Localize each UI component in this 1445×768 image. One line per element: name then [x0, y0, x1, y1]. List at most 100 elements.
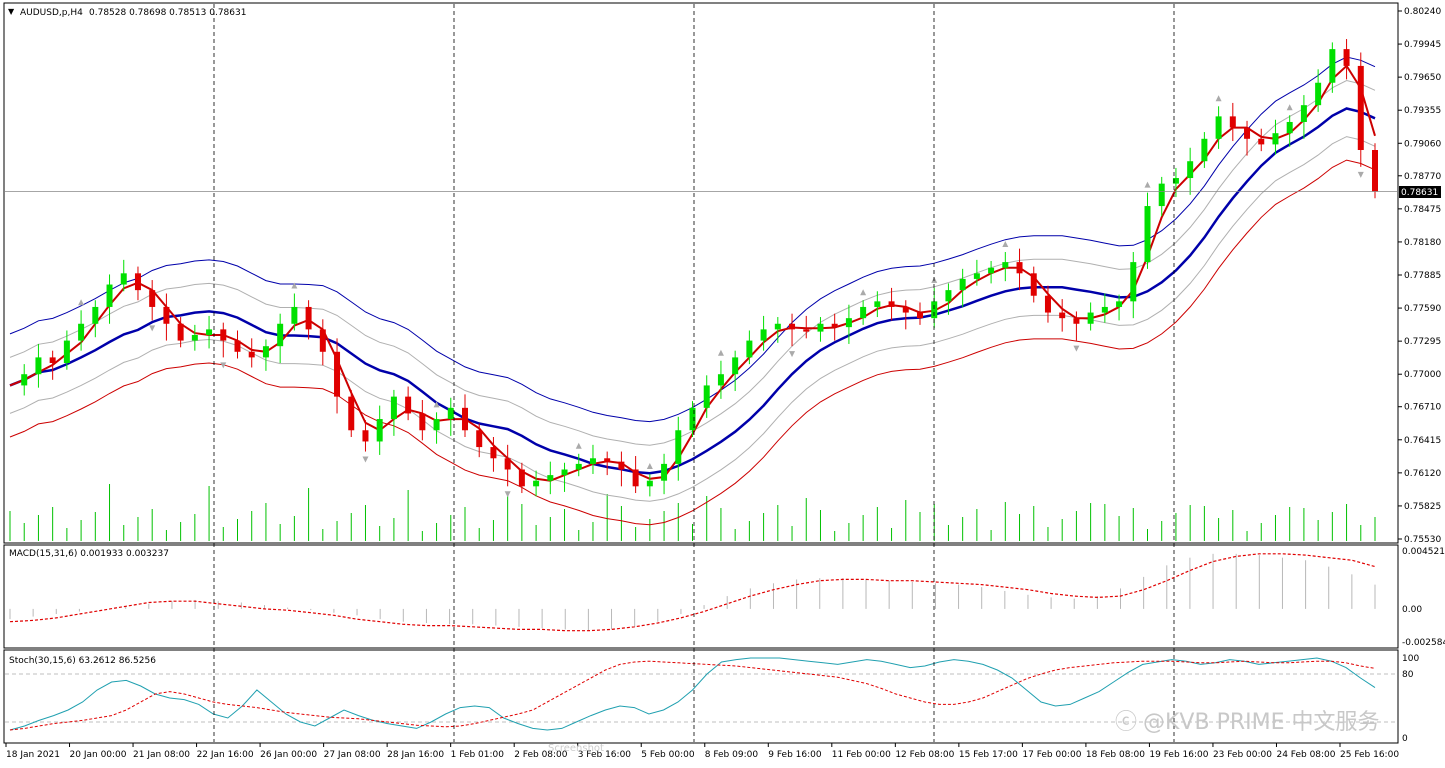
fractal-arrow: [860, 289, 867, 296]
candle-bear: [604, 458, 611, 462]
candle-bear: [149, 290, 156, 307]
candle-bull: [575, 463, 582, 470]
stoch-tick-label: 80: [1402, 670, 1414, 680]
candle-bull: [106, 284, 113, 307]
time-separators: [213, 4, 1175, 742]
candle-bear: [163, 306, 170, 324]
time-tick-label: 23 Feb 00:00: [1213, 750, 1272, 760]
stoch-title: Stoch(30,15,6) 63.2612 86.5256: [9, 656, 156, 666]
fractal-arrow: [149, 325, 156, 332]
time-tick-label: 18 Feb 08:00: [1086, 750, 1145, 760]
macd-pane[interactable]: [3, 544, 1399, 649]
candle-bull: [1201, 138, 1208, 162]
candle-bear: [220, 329, 227, 341]
candle-bull: [988, 267, 995, 274]
candle-bull: [533, 480, 540, 487]
time-tick-label: 9 Feb 16:00: [768, 750, 822, 760]
candle-bull: [959, 278, 966, 291]
macd-signal-line: [9, 553, 1376, 632]
fractal-arrow: [1073, 345, 1080, 352]
candle-bear: [234, 340, 241, 352]
candle-bull: [1087, 312, 1094, 324]
time-tick-label: 26 Jan 00:00: [260, 750, 317, 760]
candle-bull: [1144, 206, 1151, 263]
current-price-box: [1399, 186, 1441, 198]
fractal-arrow: [220, 362, 227, 369]
candle-bull: [447, 407, 454, 420]
macd-tick-label: -0.002584: [1402, 638, 1445, 648]
price-tick-label: 0.76120: [1404, 469, 1441, 479]
price-tick-label: 0.77885: [1404, 271, 1441, 281]
time-tick-label: 24 Feb 08:00: [1276, 750, 1335, 760]
fractal-arrow: [362, 456, 369, 463]
candle-bull: [1315, 82, 1322, 106]
macd-layer: [9, 553, 1376, 632]
price-tick-label: 0.79355: [1404, 106, 1441, 116]
fractal-arrow: [1215, 95, 1222, 102]
candle-bear: [49, 357, 56, 363]
candle-bear: [518, 469, 525, 487]
fractal-arrow: [717, 349, 724, 356]
candle-bull: [1116, 301, 1123, 307]
time-tick-label: 11 Feb 00:00: [832, 750, 891, 760]
lower-envelope-line: [9, 159, 1376, 526]
stoch-layer: [5, 657, 1397, 731]
candle-bull: [1101, 306, 1108, 313]
price-pane[interactable]: [3, 2, 1399, 544]
time-tick-label: 12 Feb 08:00: [895, 750, 954, 760]
candle-bull: [703, 385, 710, 408]
candle-bull: [746, 340, 753, 358]
time-tick-label: 22 Jan 16:00: [197, 750, 254, 760]
candle-bear: [1016, 262, 1023, 274]
candle-bull: [92, 306, 99, 324]
candle-bear: [334, 351, 341, 397]
stoch-tick-label: 100: [1402, 654, 1419, 664]
candle-bear: [917, 312, 923, 319]
price-tick-label: 0.77590: [1404, 304, 1441, 314]
current-price-label: 0.78631: [1401, 188, 1438, 198]
candle-bear: [831, 323, 838, 328]
candle-bear: [1258, 138, 1265, 145]
price-tick-label: 0.79650: [1404, 73, 1441, 83]
time-tick-label: 18 Jan 2021: [6, 750, 60, 760]
price-tick-label: 0.79945: [1404, 40, 1441, 50]
time-tick-label: 21 Jan 08:00: [133, 750, 190, 760]
candle-bull: [732, 357, 739, 375]
candle-bull: [78, 323, 85, 341]
stoch-signal-line: [9, 660, 1376, 731]
candle-bull: [874, 301, 881, 307]
candle-bull: [191, 334, 198, 341]
candle-bear: [405, 396, 412, 414]
candle-bear: [248, 351, 255, 358]
candle-bull: [1002, 262, 1009, 268]
watermark-text: @KVB PRIME 中文服务: [1143, 710, 1379, 735]
chart-symbol-icon[interactable]: ▼: [8, 7, 15, 16]
fractal-arrow: [575, 442, 582, 449]
candle-bull: [845, 318, 852, 328]
stoch-tick-label: 0: [1402, 734, 1408, 744]
stoch-pane[interactable]: [3, 649, 1399, 744]
candle-bull: [291, 306, 298, 324]
candle-bear: [462, 407, 468, 431]
candle-bull: [206, 329, 213, 335]
candle-bull: [1130, 262, 1137, 302]
candle-bear: [476, 430, 483, 448]
watermark-sub: Screenshot: [548, 743, 604, 754]
candle-bull: [21, 374, 28, 386]
candle-bull: [689, 407, 696, 431]
fractal-arrow: [1144, 181, 1151, 188]
candle-bear: [1229, 116, 1236, 128]
candle-bull: [1272, 133, 1279, 145]
candle-bear: [1059, 312, 1066, 319]
candle-bear: [1244, 127, 1251, 139]
candle-bear: [803, 329, 810, 332]
candle-bear: [1030, 273, 1037, 296]
stoch-main-line: [9, 657, 1376, 731]
candle-bull: [262, 346, 269, 358]
price-tick-label: 0.79060: [1404, 139, 1441, 149]
candle-bull: [547, 475, 554, 481]
price-tick-label: 0.75825: [1404, 502, 1441, 512]
fractal-arrow: [1002, 241, 1009, 248]
candle-bull: [433, 419, 440, 431]
